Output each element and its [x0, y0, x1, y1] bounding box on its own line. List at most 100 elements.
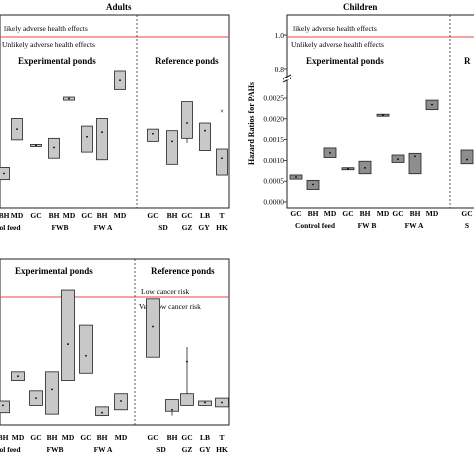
children-category-9: GC [461, 209, 472, 218]
cancer-group-1: FWB [46, 445, 63, 454]
adults-category-2: GC [30, 211, 41, 220]
limit-label-upper-children: likely adverse health effects [293, 24, 377, 33]
cancer-group-6: HK [216, 445, 228, 454]
children-box-0 [289, 174, 303, 180]
mean-marker [152, 132, 154, 135]
mean-marker [221, 401, 223, 404]
categories-cancer: BH MD GC BH MD GC BH MD GC BH GC LB T [0, 433, 225, 442]
groups-adults: ol feed FWB FW A SD GZ GY HK [0, 223, 228, 232]
limit-label-lower-children: Unlikely adverse health effects [291, 40, 384, 49]
cancer-group-5: GY [199, 445, 211, 454]
cancer-group-3: SD [156, 445, 166, 454]
adults-category-5: GC [81, 211, 92, 220]
adults-category-12: T [219, 211, 224, 220]
adults-category-8: GC [147, 211, 158, 220]
cancer-category-0: BH [0, 433, 9, 442]
box-iqr [408, 152, 422, 175]
adults-box-8 [147, 128, 159, 142]
mean-marker [186, 360, 188, 363]
children-category-4: BH [360, 209, 371, 218]
cancer-box-4 [61, 289, 75, 381]
adults-category-1: MD [11, 211, 24, 220]
mean-marker [35, 397, 37, 399]
adults-group-5: GY [198, 223, 210, 232]
mean-marker [204, 129, 206, 132]
mean-marker [364, 166, 366, 169]
y-axis-label-children: Hazard Ratios for PAHs [247, 82, 256, 165]
adults-box-4 [63, 96, 75, 101]
box-iqr [81, 125, 93, 153]
cancer-group-0: ol feed [0, 445, 21, 454]
region-label-experimental: Experimental ponds [18, 56, 96, 66]
mean-marker [347, 167, 349, 170]
adults-category-11: LB [200, 211, 210, 220]
groups-cancer: ol feed FWB FW A SD GZ GY HK [0, 445, 228, 454]
cancer-group-4: GZ [182, 445, 193, 454]
mean-marker [397, 158, 399, 161]
children-box-3 [341, 167, 355, 171]
adults-group-3: SD [158, 223, 168, 232]
box-iqr [79, 324, 93, 374]
cancer-category-3: BH [47, 433, 58, 442]
box-iqr [199, 122, 211, 151]
box-iqr [61, 289, 75, 381]
y-tick-label-2: 0.0010 [263, 156, 284, 165]
region-label-reference-cancer: Reference ponds [151, 266, 215, 276]
children-category-7: BH [410, 209, 421, 218]
y-tick-label-5: 0.0025 [263, 94, 284, 103]
mean-marker [35, 144, 37, 147]
cancer-box-3 [45, 371, 59, 415]
mean-marker [466, 158, 468, 161]
mean-marker [2, 404, 4, 407]
adults-box-7 [114, 70, 126, 90]
children-box-5 [376, 113, 390, 117]
plot-frame-adults [0, 14, 230, 209]
mean-marker [221, 157, 223, 160]
lower-y-ticks-children: 0.0000 0.0005 0.0010 0.0015 0.0020 0.0025 [263, 94, 287, 207]
adults-box-1 [11, 118, 23, 141]
panel-title-children: Children [343, 2, 377, 12]
box-iqr [216, 148, 228, 176]
panel-adults: Adults likely adverse health effects Unl… [0, 2, 230, 232]
children-box-7 [408, 152, 422, 175]
limit-label-lower: Unlikely adverse health effects [2, 40, 95, 49]
adults-group-6: HK [216, 223, 228, 232]
mean-marker [53, 146, 55, 149]
children-box-8 [425, 99, 439, 111]
children-group-2: FW A [405, 221, 424, 230]
box-iqr [460, 149, 474, 165]
cancer-box-6 [95, 406, 109, 417]
adults-box-11 [199, 122, 211, 151]
mean-marker [204, 401, 206, 404]
children-box-4 [358, 160, 372, 175]
panel-cancer-risk: Low cancer risk Very low cancer risk Exp… [0, 258, 230, 454]
mean-marker [414, 155, 416, 158]
outlier-marker: × [220, 107, 224, 115]
children-group-0: Control feed [295, 221, 336, 230]
box-iqr [146, 298, 160, 358]
limit-label-very-low-cancer: Very low cancer risk [139, 302, 201, 311]
cancer-box-1 [11, 371, 25, 381]
mean-marker [152, 325, 154, 328]
mean-marker [382, 114, 384, 116]
children-category-3: GC [342, 209, 353, 218]
box-iqr [0, 400, 10, 414]
box-iqr [45, 371, 59, 415]
cancer-category-4: MD [62, 433, 75, 442]
y-tick-label-1: 0.0005 [263, 177, 284, 186]
cancer-box-2 [29, 390, 43, 406]
cancer-category-8: GC [147, 433, 158, 442]
cancer-box-5 [79, 324, 93, 374]
cancer-category-5: GC [80, 433, 91, 442]
panel-title-adults: Adults [106, 2, 132, 12]
mean-marker [186, 122, 188, 124]
mean-marker [67, 343, 69, 345]
adults-category-9: BH [167, 211, 178, 220]
mean-marker [68, 97, 70, 100]
cancer-box-9 [165, 399, 179, 416]
panel-children: Children likely adverse health effects U… [247, 2, 474, 230]
mean-marker [312, 183, 314, 186]
cancer-box-0 [0, 400, 10, 414]
adults-box-9 [166, 130, 178, 165]
axis-break [282, 74, 292, 83]
